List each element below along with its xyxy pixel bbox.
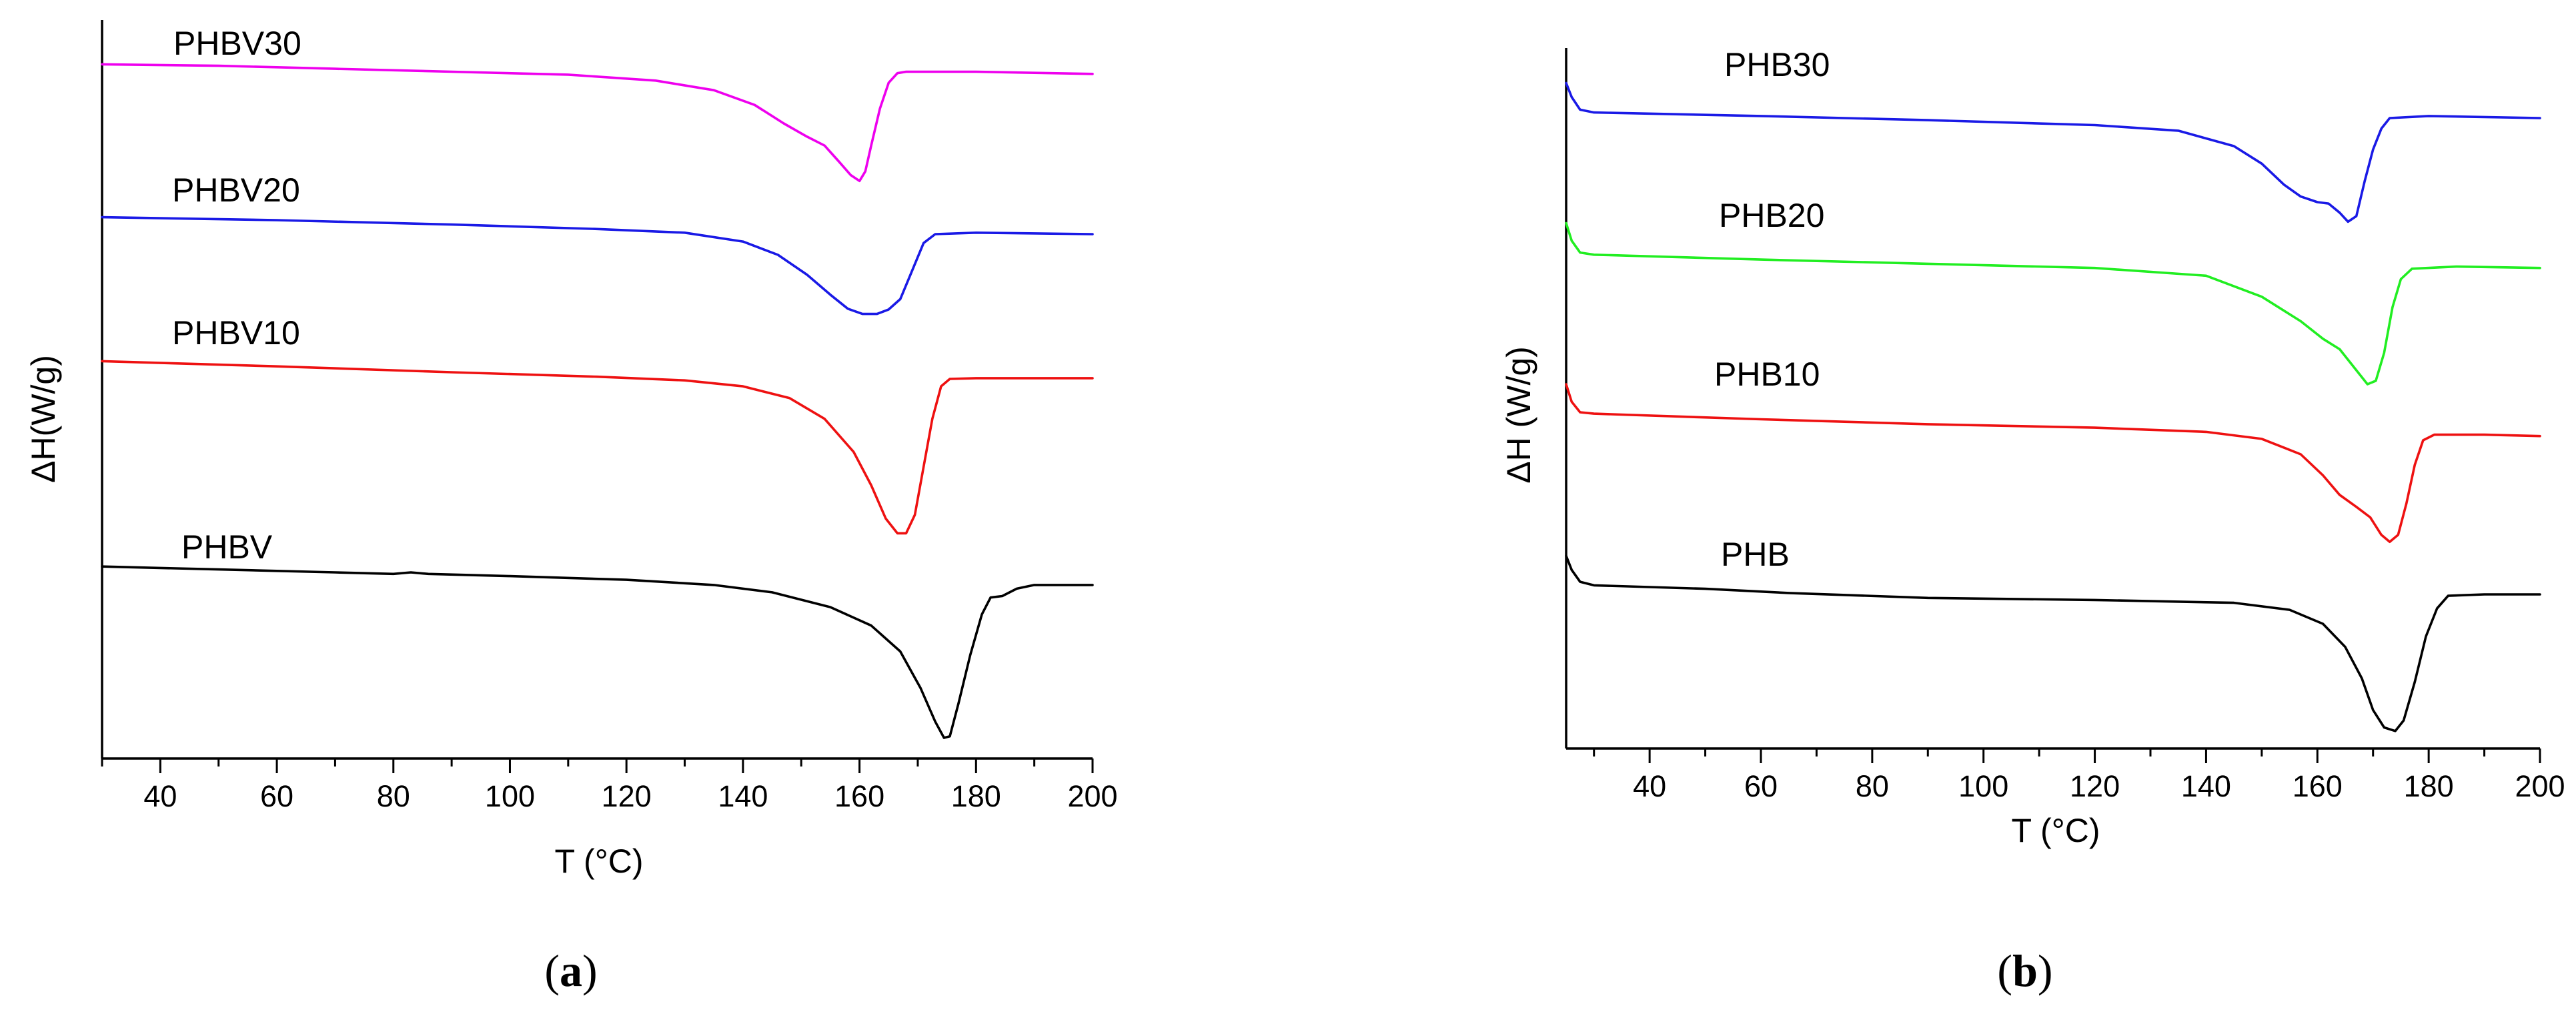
series-label-phbv30: PHBV30	[173, 25, 301, 62]
x-tick-label-140-a: 140	[718, 779, 768, 813]
series-label-phb: PHB	[1721, 536, 1790, 573]
caption-close-b: )	[2038, 945, 2053, 996]
x-axis-title-b: T (°C)	[2012, 812, 2100, 849]
x-tick-label-120-b: 120	[2070, 769, 2120, 803]
caption-close-a: )	[582, 945, 598, 996]
caption-letter-b: b	[2012, 945, 2038, 996]
x-tick-label-180-b: 180	[2404, 769, 2454, 803]
plot-area-a: 40 60 80 100 120 140 160 180 200	[101, 20, 1118, 813]
x-tick-label-60-b: 60	[1744, 769, 1778, 803]
y-axis-title-a: ΔH(W/g)	[25, 355, 62, 483]
x-tick-label-160-a: 160	[834, 779, 884, 813]
x-tick-label-200-b: 200	[2515, 769, 2565, 803]
x-tick-label-40-a: 40	[143, 779, 177, 813]
x-tick-label-60-a: 60	[260, 779, 293, 813]
panel-caption-a: (a)	[544, 945, 597, 996]
series-label-phbv: PHBV	[181, 528, 273, 566]
x-tick-label-100-b: 100	[1958, 769, 2008, 803]
series-line-phb20	[1565, 221, 2541, 386]
series-line-phbv30	[101, 63, 1094, 183]
series-label-phb30: PHB30	[1724, 46, 1830, 83]
caption-letter-a: a	[560, 945, 582, 996]
series-label-phb10: PHB10	[1714, 356, 1820, 393]
series-line-phbv10	[101, 360, 1094, 535]
plot-area-b: 40 60 80 100 120 140 160 180 200	[1565, 48, 2565, 803]
caption-open-a: (	[544, 945, 560, 996]
x-axis-title-a: T (°C)	[555, 843, 644, 880]
x-tick-label-200-a: 200	[1067, 779, 1117, 813]
x-tick-label-120-a: 120	[602, 779, 652, 813]
x-tick-label-40-b: 40	[1633, 769, 1666, 803]
y-axis-title-b: ΔH (W/g)	[1500, 346, 1537, 484]
caption-open-b: (	[1997, 945, 2012, 996]
series-label-phb20: PHB20	[1719, 197, 1824, 234]
series-label-phbv20: PHBV20	[172, 171, 300, 209]
x-tick-label-160-b: 160	[2293, 769, 2343, 803]
chart-panel-b: 40 60 80 100 120 140 160 180 200 T (°C) ΔH (W/g)…	[1500, 46, 2565, 996]
x-tick-label-140-b: 140	[2181, 769, 2231, 803]
series-line-phbv	[101, 565, 1094, 739]
chart-panel-a: 40 60 80 100 120 140 160 180 200 T (°C) ΔH(W/g) …	[25, 20, 1118, 996]
series-line-phb	[1565, 554, 2541, 732]
x-tick-label-80-b: 80	[1856, 769, 1889, 803]
x-tick-label-100-a: 100	[485, 779, 535, 813]
series-line-phb30	[1565, 81, 2541, 223]
x-tick-label-180-a: 180	[951, 779, 1001, 813]
series-line-phb10	[1565, 383, 2541, 544]
panel-caption-b: (b)	[1997, 945, 2052, 996]
series-line-phbv20	[101, 215, 1094, 316]
x-tick-label-80-a: 80	[377, 779, 410, 813]
series-label-phbv10: PHBV10	[172, 314, 300, 352]
